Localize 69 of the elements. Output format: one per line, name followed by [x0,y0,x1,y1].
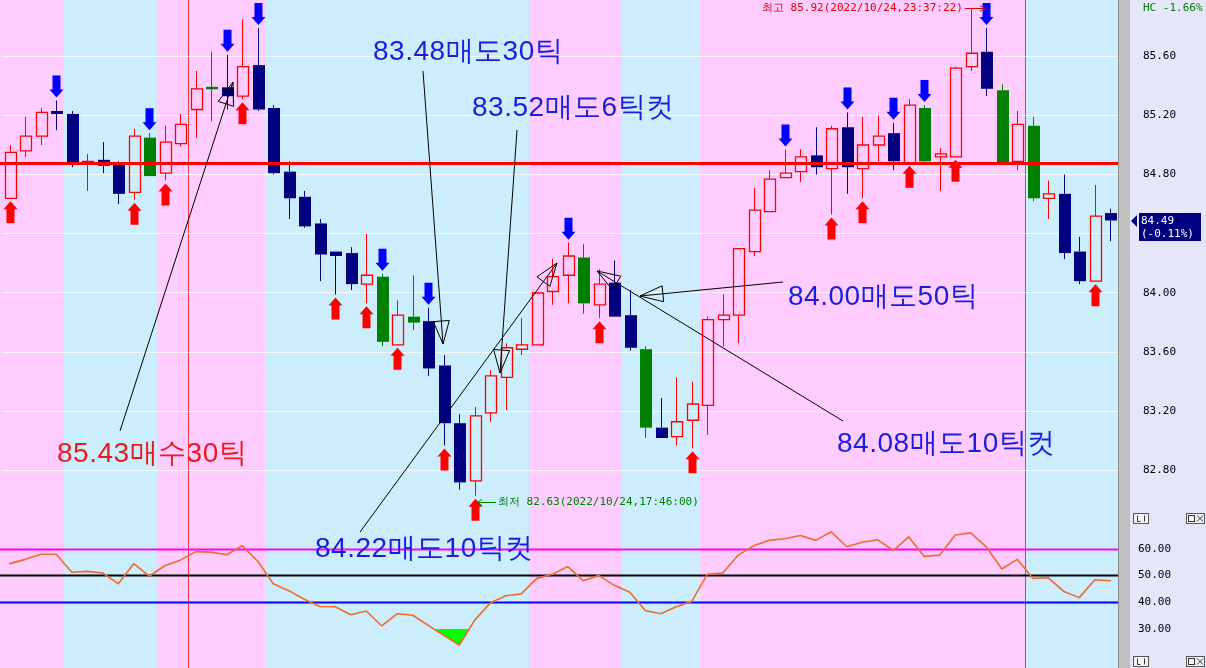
y-tick-label: 60.00 [1138,541,1172,555]
candlestick [1059,174,1071,260]
candlestick [144,132,156,177]
candlestick [423,307,435,377]
candlestick [578,243,590,315]
candlestick [656,397,668,439]
y-tick-label: 82.80 [1143,463,1177,477]
candlestick [268,104,280,174]
candlestick [330,251,342,295]
candlestick [748,187,762,257]
annotation: 최저 82.63(2022/10/24,17:46:00) [498,495,699,509]
candlestick [408,274,420,331]
candlestick [686,381,700,449]
candlestick [593,268,607,319]
candlestick [640,345,652,439]
candlestick [315,218,327,282]
candlestick [454,413,466,491]
candlestick [391,299,405,346]
candlestick [469,406,483,497]
candlestick [701,316,715,436]
annotation: 84.00매도50틱 [788,280,979,313]
candlestick [531,292,545,346]
annotation: 83.48매도30틱 [373,35,564,68]
candlestick [546,258,560,306]
candlestick [1028,116,1040,202]
y-tick-label: 83.20 [1143,404,1177,418]
candlestick [284,160,296,220]
y-tick-label: 85.60 [1143,49,1177,63]
candlestick [888,122,900,171]
candlestick [253,27,265,110]
candlestick [35,107,49,146]
candlestick [842,111,854,195]
candlestick [299,190,311,227]
candlestick [1042,180,1056,220]
y-tick-label: 83.60 [1143,345,1177,359]
candlestick [919,104,931,162]
y-tick-label: 84.00 [1143,285,1177,299]
candlestick [997,83,1009,163]
candlestick [1074,236,1086,285]
text: 84.49 (-0.11%) [1139,213,1201,241]
candlestick [19,116,33,158]
candlestick [500,342,514,411]
candlestick [515,317,529,356]
candlestick [346,246,358,291]
candlestick [1105,208,1117,242]
candlestick [236,18,250,100]
candlestick [609,259,621,317]
annotation: 최고 85.92(2022/10/24,23:37:22) [762,1,963,15]
candlestick [51,100,63,131]
y-tick-label: 85.20 [1143,108,1177,122]
y-tick-label: 40.00 [1138,595,1172,609]
candlestick [717,293,731,347]
y-tick-label: 50.00 [1138,568,1172,582]
candlestick [439,354,451,446]
candlestick [625,289,637,352]
candlestick [981,27,993,97]
y-tick-label: 84.80 [1143,167,1177,181]
candlestick [562,242,576,304]
candlestick [965,8,979,72]
candlestick [1089,184,1103,282]
candlestick [190,70,204,139]
candlestick [670,376,684,446]
text: HC -1.66% [1143,1,1203,15]
y-tick-label: 30.00 [1138,621,1172,635]
candlestick [732,247,746,344]
candlestick [174,113,188,147]
annotation: 83.52매도6틱컷 [472,91,675,124]
candlestick [360,233,374,304]
candlestick [377,273,389,347]
